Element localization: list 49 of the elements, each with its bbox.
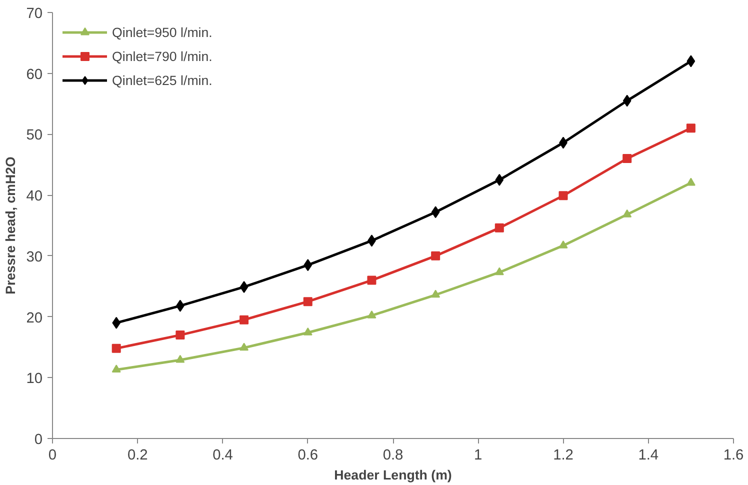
point bbox=[431, 290, 440, 298]
point bbox=[367, 310, 376, 318]
point bbox=[176, 354, 185, 363]
x-axis-title: Header Length (m) bbox=[334, 468, 452, 482]
y-tick-label: 20 bbox=[26, 310, 43, 326]
x-tick-label: 0 bbox=[48, 448, 57, 464]
y-tick-label: 30 bbox=[26, 249, 43, 266]
point bbox=[431, 251, 440, 260]
y-tick-label: 70 bbox=[26, 6, 43, 22]
y-tick-label: 0 bbox=[34, 432, 43, 448]
x-tick-label: 1 bbox=[474, 448, 482, 464]
point bbox=[176, 330, 185, 340]
point bbox=[112, 344, 121, 353]
x-tick-label: 1.4 bbox=[638, 448, 659, 464]
point bbox=[558, 191, 568, 200]
y-tick-label: 10 bbox=[26, 371, 43, 388]
x-tick-label: 1.6 bbox=[723, 448, 744, 464]
point bbox=[622, 209, 632, 218]
point bbox=[494, 267, 504, 276]
point bbox=[622, 154, 632, 164]
point bbox=[495, 174, 504, 186]
x-tick-label: 0.8 bbox=[382, 448, 404, 464]
x-tick-label: 0.2 bbox=[127, 448, 148, 464]
point bbox=[240, 342, 249, 351]
point bbox=[112, 364, 121, 373]
point bbox=[367, 276, 376, 285]
point bbox=[303, 327, 312, 336]
point bbox=[686, 55, 696, 68]
legend-label: Qinlet=950 l/min. bbox=[112, 24, 212, 40]
y-axis-title: Pressre head, cmH2O bbox=[3, 156, 18, 294]
point bbox=[303, 297, 312, 306]
point bbox=[240, 280, 248, 293]
x-tick-label: 0.6 bbox=[298, 448, 318, 464]
y-tick-label: 50 bbox=[26, 128, 43, 144]
legend-label: Qinlet=790 l/min. bbox=[112, 48, 212, 64]
point bbox=[494, 223, 504, 232]
y-tick-label: 40 bbox=[26, 188, 43, 205]
point bbox=[112, 316, 121, 329]
point bbox=[686, 124, 696, 133]
legend-label: Qinlet=625 l/min. bbox=[112, 72, 212, 88]
point bbox=[240, 315, 249, 324]
point bbox=[304, 259, 312, 272]
point bbox=[558, 240, 568, 248]
point bbox=[686, 178, 696, 186]
point bbox=[431, 206, 440, 218]
x-tick-label: 1.2 bbox=[553, 448, 574, 464]
y-tick-label: 60 bbox=[26, 66, 43, 83]
x-tick-label: 0.4 bbox=[212, 448, 233, 464]
point bbox=[622, 94, 632, 107]
